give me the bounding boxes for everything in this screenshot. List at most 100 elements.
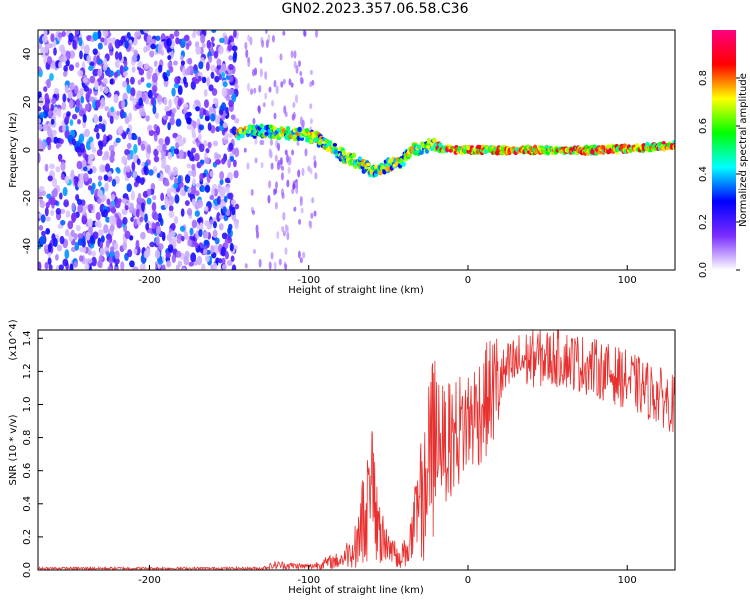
x-tick-label: -200 [138,575,161,586]
spectrogram-noise-mark [60,161,66,171]
spectrogram-noise-mark [62,93,67,103]
spectrogram-noise-mark [161,264,166,270]
spectrogram-noise-mark [137,192,142,203]
x-tick-label: -100 [297,575,320,586]
spectrogram-noise-mark [225,106,229,114]
spectrogram-noise-mark [135,208,140,218]
spectrogram-noise-mark [307,165,311,172]
spectrogram-noise-mark [286,231,290,241]
spectrogram-noise-mark [96,197,102,204]
spectrogram-noise-mark [122,80,128,88]
spectrogram-noise-mark [76,198,83,206]
spectrogram-noise-mark [74,176,78,187]
spectrogram-noise-mark [145,222,150,231]
spectrogram-noise-mark [79,50,83,60]
spectrogram-noise-mark [164,115,169,121]
y-tick-label: 0.0 [22,562,33,578]
spectrogram-noise-mark [284,149,288,156]
spectrogram-noise-mark [297,60,301,68]
spectrogram-noise-mark [121,99,126,109]
spectrogram-noise-mark [250,188,254,196]
spectrogram-noise-mark [223,195,228,204]
spectrogram-noise-mark [228,63,234,71]
spectrogram-noise-mark [47,43,54,49]
spectrogram-noise-mark [313,160,317,169]
spectrogram-noise-mark [143,46,148,53]
spectrogram-noise-mark [285,225,289,234]
spectrogram-y-ticks: -40 -20 0 20 40 [22,48,43,254]
spectrogram-noise-mark [311,79,315,86]
spectrogram-noise-mark [203,248,208,255]
spectrogram-noise-mark [121,155,127,165]
spectrogram-noise-mark [58,264,64,270]
spectrogram-noise-mark [140,231,146,240]
spectrogram-noise-mark [109,78,114,85]
spectrogram-noise-mark [49,73,54,81]
spectrogram-noise-mark [59,235,65,245]
spectrogram-noise-mark [89,61,95,67]
spectrogram-noise-mark [253,87,257,94]
spectrogram-noise-mark [41,35,48,43]
spectrogram-noise-mark [309,118,313,125]
spectrogram-noise-mark [222,139,229,145]
spectrogram-noise-mark [71,138,76,146]
spectrogram-noise-mark [142,191,148,198]
spectrogram-noise-mark [269,153,273,159]
spectrogram-noise-mark [41,140,46,150]
spectrogram-noise-mark [75,62,80,68]
spectrogram-noise-mark [84,128,90,138]
spectrogram-noise-mark [130,87,136,97]
spectrogram-noise-mark [180,38,186,48]
spectrogram-noise-mark [45,201,50,209]
colorbar-tick-label: 0.6 [698,118,709,134]
spectrogram-noise-mark [38,43,43,50]
spectrogram-noise-mark [92,48,98,55]
spectrogram-noise-mark [175,264,180,270]
snr-y-label: SNR (10 * v/v) [8,414,19,485]
spectrogram-noise-mark [103,86,109,94]
spectrogram-noise-mark [252,248,256,255]
spectrogram-noise-mark [86,54,92,64]
spectrogram-noise-mark [232,53,237,63]
spectrogram-ridge-mark [601,145,606,150]
spectrogram-noise-mark [108,144,115,153]
spectrogram-noise-mark [92,231,99,240]
spectrogram-noise-mark [147,89,153,99]
spectrogram-noise-mark [197,133,202,141]
spectrogram-noise-mark [209,194,215,201]
snr-x-label: Height of straight line (km) [288,585,424,596]
spectrogram-noise-mark [194,190,200,197]
spectrogram-noise-mark [109,70,114,77]
spectrogram-noise-mark [135,239,140,250]
spectrogram-noise-mark [264,70,268,80]
spectrogram-noise-mark [230,114,236,121]
spectrogram-noise-mark [299,195,303,202]
spectrogram-noise-mark [114,51,119,60]
spectrogram-noise-mark [218,109,224,116]
spectrogram-noise-mark [293,50,297,59]
spectrogram-noise-mark [131,161,136,172]
spectrogram-noise-mark [53,87,59,95]
spectrogram-noise-mark [43,86,48,92]
spectrogram-noise-mark [219,179,224,185]
spectrogram-noise-mark [291,149,295,156]
spectrogram-noise-mark [105,163,111,173]
spectrogram-noise-mark [214,114,221,125]
spectrogram-noise-mark [232,159,237,168]
spectrogram-noise-mark [210,245,215,254]
spectrogram-noise-mark [51,129,57,136]
spectrogram-noise-mark [174,76,180,85]
spectrogram-noise-mark [38,261,42,270]
spectrogram-noise-mark [168,98,172,109]
spectrogram-noise-mark [255,224,259,234]
spectrogram-noise-mark [98,115,103,123]
spectrogram-noise-mark [51,97,57,105]
spectrogram-noise-mark [60,173,65,180]
spectrogram-noise-mark [309,103,313,110]
spectrogram-noise-mark [149,50,155,58]
snr-x-ticks: -200 -100 0 100 [138,565,637,586]
spectrogram-noise-mark [203,239,210,246]
spectrogram-noise-mark [38,225,44,231]
spectrogram-noise-mark [109,224,115,232]
spectrogram-noise-mark [74,241,80,251]
